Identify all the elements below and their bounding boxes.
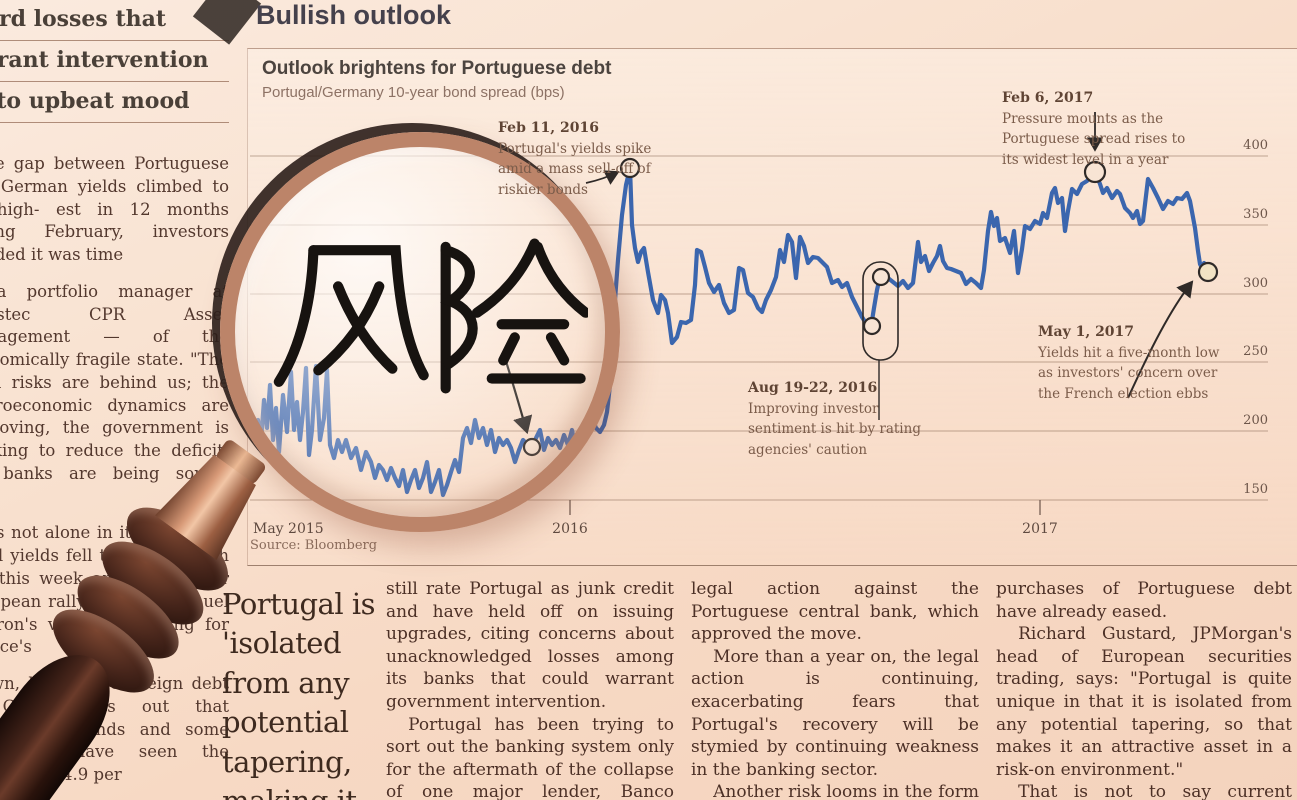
y-tick-label: 150 xyxy=(1243,482,1268,497)
article-paragraph: still rate Portugal as junk credit and h… xyxy=(386,579,674,713)
x-tick-label: 2017 xyxy=(1022,521,1058,537)
annotation-line: the French election ebbs xyxy=(1038,385,1209,402)
annotation-aug-2016: Aug 19-22, 2016 Improving investor senti… xyxy=(748,378,921,460)
y-tick-label: 200 xyxy=(1243,413,1268,428)
article-paragraph: purchases of Portuguese debt have alread… xyxy=(996,579,1292,622)
chart-source: Source: Bloomberg xyxy=(250,538,378,553)
chart-subtitle: Portugal/Germany 10-year bond spread (bp… xyxy=(262,84,565,101)
x-tick-label: 2016 xyxy=(552,521,588,537)
annotation-date: Aug 19-22, 2016 xyxy=(748,380,878,396)
y-tick-label: 350 xyxy=(1243,207,1268,222)
article-paragraph: More than a year on, the legal action is… xyxy=(691,646,979,780)
annotation-may-2017: May 1, 2017 Yields hit a five-month low … xyxy=(1038,322,1219,404)
feb2016-arrow xyxy=(585,170,620,185)
article-paragraph: legal action against the Portuguese cent… xyxy=(691,579,979,645)
article-column: still rate Portugal as junk credit and h… xyxy=(386,578,674,800)
x-tick-label: May 2015 xyxy=(253,521,324,537)
chart-title: Outlook brightens for Portuguese debt xyxy=(262,58,612,79)
annotation-date: Feb 6, 2017 xyxy=(1002,90,1094,106)
article-paragraph: Portugal has been trying to sort out the… xyxy=(386,714,674,800)
annotation-line: its widest level in a year xyxy=(1002,151,1169,168)
article-body: Portugal is 'isolated from any potential… xyxy=(0,570,1297,800)
annotation-line: Portugal's yields spike xyxy=(498,141,652,157)
annotation-line: agencies' caution xyxy=(748,441,868,458)
x-axis: May 2015 2016 2017 xyxy=(253,500,1058,537)
hanzi-feng xyxy=(273,245,429,387)
article-column: purchases of Portuguese debt have alread… xyxy=(996,578,1292,800)
left-headline-fragment: afford losses that xyxy=(0,6,167,32)
divider xyxy=(0,122,229,123)
annotation-line: Yields hit a five-month low xyxy=(1038,345,1220,361)
y-tick-label: 300 xyxy=(1243,276,1268,291)
left-headline-fragment: warrant intervention xyxy=(0,47,209,73)
annotation-feb-2016: Feb 11, 2016 Portugal's yields spike ami… xyxy=(498,118,651,200)
event-marker xyxy=(619,157,641,179)
divider xyxy=(0,40,229,41)
annotation-line: sentiment is hit by rating xyxy=(748,421,921,438)
annotation-date: May 1, 2017 xyxy=(1038,324,1135,340)
annotation-line: Portuguese spread rises to xyxy=(1002,131,1186,148)
aug2016-bracket xyxy=(862,261,899,361)
left-paragraph: — a portfolio manager at Investec CPR As… xyxy=(0,281,229,506)
annotation-line: as investors' concern over xyxy=(1038,365,1218,382)
left-paragraph: s the gap between Portuguese and German … xyxy=(0,154,229,265)
event-marker xyxy=(871,267,891,287)
annotation-feb-2017: Feb 6, 2017 Pressure mounts as the Portu… xyxy=(1002,88,1185,170)
y-tick-label: 250 xyxy=(1243,344,1268,359)
pull-quote: Portugal is 'isolated from any potential… xyxy=(222,587,376,800)
article-paragraph: Richard Gustard, JPMorgan's head of Euro… xyxy=(996,624,1292,780)
annotation-date: Feb 11, 2016 xyxy=(498,120,599,136)
left-headline-fragment: set to upbeat mood xyxy=(0,88,190,114)
annotation-line: Pressure mounts as the xyxy=(1002,111,1164,127)
article-column: legal action against the Portuguese cent… xyxy=(691,578,979,800)
annotation-line: amid a mass sell-off of xyxy=(498,161,651,178)
annotation-line: Improving investor xyxy=(748,401,879,417)
event-marker xyxy=(862,316,882,336)
hanzi-xian xyxy=(440,238,588,394)
y-tick-label: 400 xyxy=(1243,138,1268,153)
event-marker xyxy=(1197,261,1219,283)
event-marker xyxy=(1083,160,1107,184)
annotation-line: riskier bonds xyxy=(498,181,588,198)
divider xyxy=(0,81,229,82)
article-paragraph: That is not to say current holders of Po… xyxy=(1018,782,1292,800)
article-paragraph: Another risk looms in the form of Italia… xyxy=(713,782,979,800)
page-title: Bullish outlook xyxy=(256,0,451,30)
risk-characters xyxy=(273,238,588,394)
may2017-arrow xyxy=(1127,280,1194,399)
